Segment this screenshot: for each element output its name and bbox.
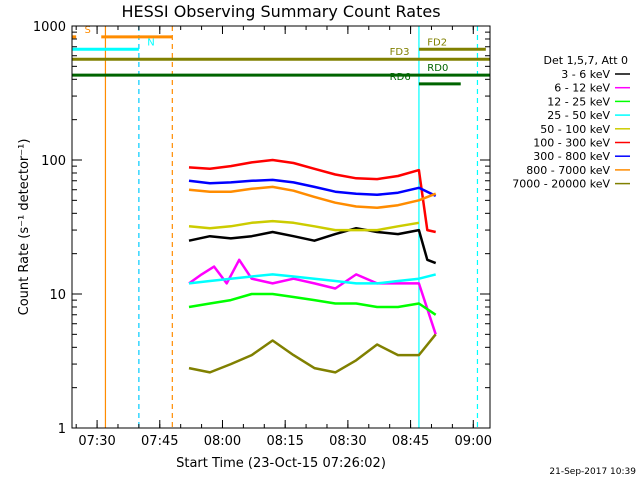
series-line-0 — [188, 226, 437, 265]
series-layer — [188, 158, 437, 374]
x-axis-label: Start Time (23-Oct-15 07:26:02) — [176, 456, 386, 471]
x-tick-label-1: 07:45 — [141, 434, 178, 449]
flag-bars: S N FD2 FD3 RD0 RD6 — [72, 25, 490, 86]
legend-entry-6: 300 - 800 keV — [533, 150, 610, 163]
flag-label-fd3: FD3 — [390, 47, 410, 58]
flag-label-rd0: RD0 — [427, 63, 448, 74]
series-line-4 — [188, 219, 420, 232]
legend-entry-4: 50 - 100 keV — [540, 123, 610, 136]
series-line-7 — [188, 185, 437, 210]
y-tick-label-1: 10 — [49, 288, 66, 303]
x-tick-label-3: 08:15 — [266, 434, 303, 449]
flag-label-s: S — [85, 25, 91, 36]
legend-entry-8: 7000 - 20000 keV — [512, 178, 610, 191]
legend-entry-1: 6 - 12 keV — [554, 82, 610, 95]
y-tick-label-0: 1 — [58, 422, 66, 437]
series-line-3 — [188, 273, 437, 285]
legend-entry-7: 800 - 7000 keV — [526, 164, 610, 177]
vertical-markers — [104, 26, 479, 428]
legend-entry-2: 12 - 25 keV — [547, 95, 610, 108]
legend-title: Det 1,5,7, Att 0 — [544, 54, 628, 67]
series-line-2 — [188, 292, 437, 316]
x-tick-label-2: 08:00 — [204, 434, 241, 449]
chart-title: HESSI Observing Summary Count Rates — [121, 2, 440, 21]
flag-label-n: N — [147, 37, 154, 48]
x-tick-label-6: 09:00 — [455, 434, 492, 449]
legend-entry-0: 3 - 6 keV — [561, 68, 610, 81]
legend-entry-5: 100 - 300 keV — [533, 137, 610, 150]
x-axis: 07:30 07:45 08:00 08:15 08:30 08:45 09:00 — [75, 26, 492, 449]
x-tick-label-0: 07:30 — [78, 434, 115, 449]
flag-label-fd2: FD2 — [427, 37, 447, 48]
series-line-8 — [188, 333, 437, 374]
x-tick-label-4: 08:30 — [329, 434, 366, 449]
y-axis: 1 10 100 1000 — [33, 20, 490, 437]
plot-frame — [71, 25, 491, 429]
x-tick-label-5: 08:45 — [392, 434, 429, 449]
y-tick-label-2: 100 — [41, 154, 66, 169]
legend-entry-3: 25 - 50 keV — [547, 109, 610, 122]
y-tick-label-3: 1000 — [33, 20, 66, 35]
y-axis-label: Count Rate (s⁻¹ detector⁻¹) — [17, 139, 32, 316]
series-line-5 — [188, 158, 436, 234]
series-line-1 — [188, 258, 437, 335]
series-line-6 — [188, 178, 437, 198]
timestamp: 21-Sep-2017 10:39 — [549, 467, 636, 477]
flag-label-rd6: RD6 — [390, 72, 411, 83]
